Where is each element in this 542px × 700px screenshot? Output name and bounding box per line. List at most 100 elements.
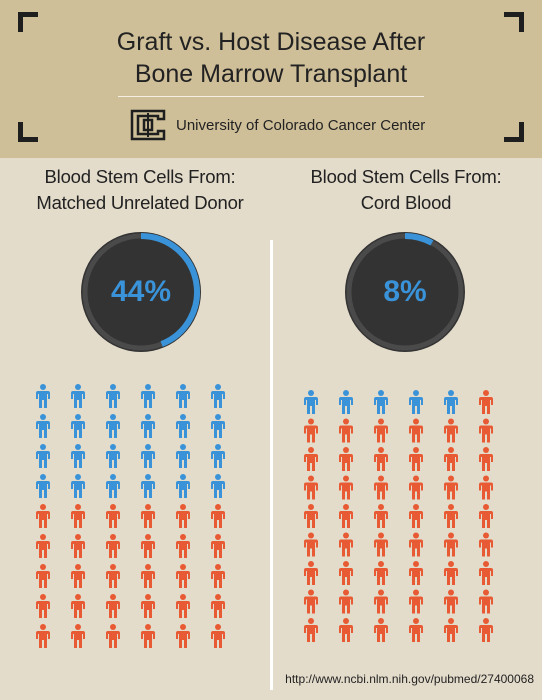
left-person-icon xyxy=(211,534,225,558)
right-person-icon xyxy=(374,618,388,642)
left-person-icon xyxy=(141,624,155,648)
right-person-icon xyxy=(374,589,388,614)
left-gauge-background xyxy=(81,232,201,352)
right-person-icon xyxy=(479,618,493,642)
column-divider xyxy=(270,240,273,690)
right-person-icon xyxy=(479,390,493,414)
left-person-icon xyxy=(71,414,85,438)
left-person-icon xyxy=(141,504,155,528)
left-gauge-ring xyxy=(81,232,201,352)
right-person-icon xyxy=(339,475,353,500)
right-person-icon xyxy=(479,504,493,528)
org-name: University of Colorado Cancer Center xyxy=(176,116,426,134)
right-column-title: Blood Stem Cells From: Cord Blood xyxy=(276,164,536,216)
left-column-title: Blood Stem Cells From: Matched Unrelated… xyxy=(10,164,270,216)
right-person-icon xyxy=(479,475,493,500)
left-person-icon xyxy=(176,624,190,648)
left-person-icon xyxy=(106,504,120,528)
right-person-icon xyxy=(444,532,458,557)
source-citation: http://www.ncbi.nlm.nih.gov/pubmed/27400… xyxy=(285,672,534,686)
left-person-icon xyxy=(36,594,50,618)
right-person-icon xyxy=(479,447,493,471)
left-person-icon xyxy=(141,564,155,588)
left-person-icon xyxy=(176,504,190,528)
right-person-icon xyxy=(339,532,353,557)
left-person-icon xyxy=(36,564,50,588)
right-person-icon xyxy=(409,504,423,528)
left-person-icon xyxy=(176,414,190,438)
corner-bracket xyxy=(504,12,524,32)
right-person-icon-grid xyxy=(304,390,508,650)
right-person-icon xyxy=(304,532,318,557)
cu-logo-icon xyxy=(130,109,166,141)
right-person-icon xyxy=(444,504,458,528)
right-person-icon xyxy=(444,618,458,642)
right-person-icon xyxy=(374,447,388,471)
title-line-1: Graft vs. Host Disease After xyxy=(116,28,426,56)
corner-bracket xyxy=(504,122,524,142)
right-person-icon xyxy=(304,390,318,414)
right-person-icon xyxy=(409,589,423,614)
org-credit: University of Colorado Cancer Center xyxy=(128,106,428,144)
left-person-icon xyxy=(106,444,120,468)
left-person-icon xyxy=(36,444,50,468)
right-person-icon xyxy=(409,447,423,471)
left-person-icon xyxy=(211,474,225,498)
left-person-icon xyxy=(71,444,85,468)
left-person-icon xyxy=(106,384,120,408)
left-person-icon xyxy=(106,474,120,498)
left-person-icon xyxy=(176,564,190,588)
right-person-icon xyxy=(304,504,318,528)
left-person-icon xyxy=(106,414,120,438)
right-person-icon xyxy=(374,532,388,557)
right-person-icon xyxy=(304,561,318,585)
left-person-icon xyxy=(211,564,225,588)
right-person-icon xyxy=(444,418,458,443)
title-line-2: Bone Marrow Transplant xyxy=(134,60,408,88)
corner-bracket xyxy=(18,122,38,142)
left-person-icon xyxy=(71,564,85,588)
left-person-icon xyxy=(211,624,225,648)
left-person-icon xyxy=(71,474,85,498)
left-person-icon-grid xyxy=(36,384,240,654)
right-person-icon xyxy=(339,561,353,585)
left-title-line-1: Blood Stem Cells From: xyxy=(44,166,236,187)
right-person-icon xyxy=(339,504,353,528)
right-person-icon xyxy=(479,418,493,443)
right-title-line-2: Cord Blood xyxy=(360,192,452,213)
left-percent-gauge: 44% xyxy=(79,230,203,354)
right-person-icon xyxy=(304,418,318,443)
right-person-icon xyxy=(444,447,458,471)
left-person-icon xyxy=(211,504,225,528)
left-percent-label: 44% xyxy=(110,275,172,308)
left-person-icon xyxy=(176,534,190,558)
right-person-icon xyxy=(374,504,388,528)
left-person-icon xyxy=(211,384,225,408)
page-title: Graft vs. Host Disease After Bone Marrow… xyxy=(60,26,482,90)
left-person-icon xyxy=(36,534,50,558)
right-person-icon xyxy=(339,418,353,443)
left-person-icon xyxy=(176,444,190,468)
left-person-icon xyxy=(36,384,50,408)
left-title-line-2: Matched Unrelated Donor xyxy=(36,192,244,213)
right-person-icon xyxy=(339,589,353,614)
right-person-icon xyxy=(479,532,493,557)
right-person-icon xyxy=(304,589,318,614)
left-person-icon xyxy=(176,474,190,498)
right-person-icon xyxy=(444,390,458,414)
left-person-icon xyxy=(176,384,190,408)
right-person-icon xyxy=(409,475,423,500)
right-gauge-arc xyxy=(404,233,434,246)
right-gauge-ring xyxy=(345,232,465,352)
right-person-icon xyxy=(374,475,388,500)
right-person-icon xyxy=(409,532,423,557)
left-person-icon xyxy=(211,414,225,438)
left-icon-array xyxy=(36,384,225,648)
left-person-icon xyxy=(211,444,225,468)
right-person-icon xyxy=(304,447,318,471)
right-percent-gauge: 8% xyxy=(343,230,467,354)
right-person-icon xyxy=(304,475,318,500)
left-person-icon xyxy=(141,414,155,438)
corner-bracket xyxy=(18,12,38,32)
left-person-icon xyxy=(141,384,155,408)
